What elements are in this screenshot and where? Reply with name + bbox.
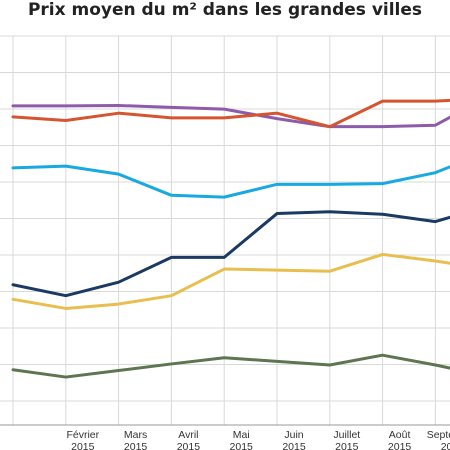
series-line-5 [11,252,450,310]
series-line-2 [11,98,450,129]
x-tick-label-year: 2015 [230,441,254,450]
x-tick-label-month: Mai [233,429,250,441]
x-tick-label-month: Août [389,429,411,441]
x-tick-label-year: 2015 [282,441,306,450]
x-tick-label-year: 2015 [388,441,412,450]
chart-title: Prix moyen du m² dans les grandes villes [27,0,423,20]
series-line-4 [11,210,450,298]
x-tick-label-month: Février [66,429,99,441]
x-tick-label-year: 2015 [335,441,359,450]
x-tick-label-month: Septembre [427,429,450,441]
x-tick-label-year: 2015 [177,441,201,450]
x-tick-label-year: 2015 [441,441,450,450]
x-tick-label-month: Juin [284,429,303,441]
x-tick-label-year: 2015 [71,441,95,450]
x-tick-label-month: Juillet [333,429,360,441]
series-line-6 [11,353,450,379]
x-tick-label-year: 2015 [124,441,148,450]
x-tick-label-month: Mars [124,429,147,441]
series-line-3 [11,164,450,199]
series-line-1 [11,104,450,129]
x-tick-label-month: Avril [178,429,198,441]
